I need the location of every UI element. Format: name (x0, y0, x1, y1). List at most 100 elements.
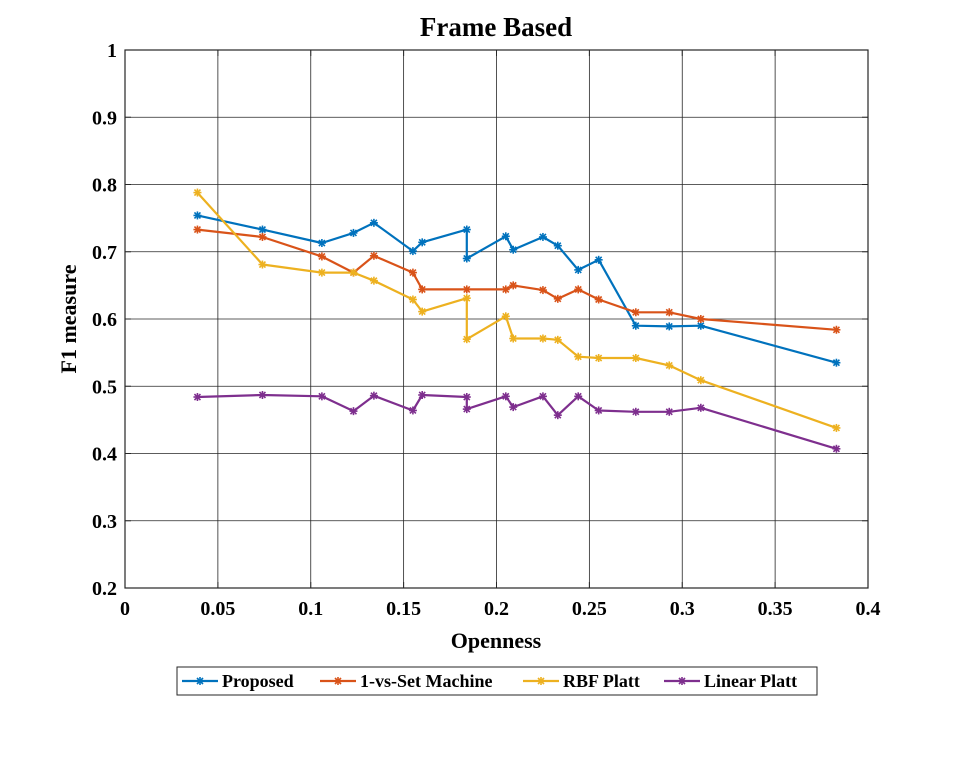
data-point (258, 260, 267, 269)
y-tick-label: 0.5 (92, 376, 117, 398)
data-point (418, 285, 427, 294)
data-point (538, 286, 547, 295)
data-point (553, 335, 562, 344)
data-point (193, 225, 202, 234)
data-point (418, 390, 427, 399)
y-axis-label: F1 measure (56, 264, 81, 373)
series-linear-platt (193, 390, 841, 453)
data-point (574, 392, 583, 401)
data-point (349, 407, 358, 416)
series-rbf-platt (193, 188, 841, 432)
data-point (193, 393, 202, 402)
series-layer (193, 188, 841, 453)
x-tick-label: 0 (120, 598, 130, 620)
data-point (538, 392, 547, 401)
data-point (369, 276, 378, 285)
data-point (665, 407, 674, 416)
y-tick-label: 0.6 (92, 309, 117, 331)
y-tick-label: 0.7 (92, 242, 117, 264)
y-tick-label: 0.2 (92, 578, 117, 600)
data-point (553, 241, 562, 250)
data-point (696, 321, 705, 330)
legend-item-rbf-platt: RBF Platt (523, 671, 640, 691)
data-point (418, 307, 427, 316)
legend-marker (537, 677, 545, 685)
chart-title: Frame Based (420, 12, 572, 42)
data-point (369, 391, 378, 400)
x-tick-label: 0.3 (670, 598, 695, 620)
data-point (696, 315, 705, 323)
data-point (665, 308, 674, 317)
data-point (509, 334, 518, 343)
data-point (832, 325, 841, 334)
y-tick-label: 0.9 (92, 107, 117, 129)
y-tick-label: 0.8 (92, 175, 117, 197)
data-point (408, 268, 417, 277)
data-point (832, 358, 841, 367)
grid-lines (125, 50, 868, 588)
data-point (696, 403, 705, 412)
legend-box (176, 666, 818, 696)
data-point (349, 228, 358, 237)
data-point (631, 354, 640, 363)
data-point (317, 239, 326, 248)
legend-marker (196, 677, 204, 685)
data-point (193, 188, 202, 197)
data-point (317, 252, 326, 261)
data-point (369, 251, 378, 260)
data-point (553, 294, 562, 303)
legend-label: 1-vs-Set Machine (360, 671, 492, 691)
data-point (538, 232, 547, 241)
data-point (317, 268, 326, 277)
data-point (408, 295, 417, 304)
data-point (408, 247, 417, 256)
data-point (462, 254, 471, 263)
x-axis-ticks: 0 0.05 0.1 0.15 0.2 0.25 0.3 0.35 0.4 (120, 50, 881, 620)
data-point (509, 281, 518, 290)
data-point (553, 411, 562, 420)
data-point (462, 405, 471, 414)
series-1-vs-set-machine (193, 225, 841, 334)
series-proposed (193, 211, 841, 367)
y-axis-ticks: 0.2 0.3 0.4 0.5 0.6 0.7 0.8 0.9 1 (92, 40, 868, 600)
x-tick-label: 0.25 (572, 598, 607, 620)
x-tick-label: 0.2 (484, 598, 509, 620)
data-point (462, 393, 471, 402)
x-tick-label: 0.15 (386, 598, 421, 620)
data-point (369, 218, 378, 227)
data-point (462, 294, 471, 303)
data-point (193, 211, 202, 220)
plot-frame (124, 49, 869, 589)
x-tick-label: 0.05 (200, 598, 235, 620)
series-line-1-vs-set-machine (197, 228, 837, 331)
y-tick-label: 1 (107, 40, 117, 62)
data-point (594, 354, 603, 363)
data-point (462, 335, 471, 344)
data-point (574, 285, 583, 294)
data-point (631, 321, 640, 330)
data-point (258, 390, 267, 399)
data-point (349, 268, 358, 277)
data-point (509, 403, 518, 412)
data-point (538, 334, 547, 343)
legend-label: RBF Platt (563, 671, 640, 691)
data-point (665, 322, 674, 331)
legend-label: Linear Platt (704, 671, 797, 691)
legend-marker (678, 677, 686, 685)
data-point (462, 285, 471, 294)
data-point (696, 376, 705, 385)
data-point (631, 407, 640, 416)
legend-item-1-vs-set-machine: 1-vs-Set Machine (320, 671, 492, 691)
data-point (462, 225, 471, 234)
data-point (594, 255, 603, 264)
data-point (665, 361, 674, 370)
legend-item-linear-platt: Linear Platt (664, 671, 797, 691)
legend-marker (334, 677, 342, 685)
data-point (258, 232, 267, 241)
data-point (408, 406, 417, 415)
data-point (501, 392, 510, 401)
data-point (501, 232, 510, 241)
x-axis-label: Openness (451, 628, 542, 653)
legend-item-proposed: Proposed (182, 671, 294, 691)
